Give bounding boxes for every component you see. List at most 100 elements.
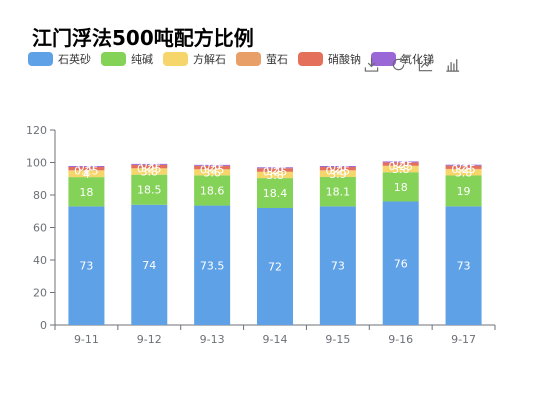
- bar-segment: [68, 177, 105, 207]
- legend-swatch: [163, 52, 188, 66]
- data-label: 0.25: [200, 163, 225, 176]
- data-label: 73.5: [200, 259, 225, 272]
- bar-segment: [68, 170, 105, 178]
- data-label: 3.8: [455, 166, 473, 179]
- x-tick-label: 9-12: [137, 333, 162, 346]
- bar-segment: [68, 206, 105, 325]
- legend-label: 方解石: [193, 53, 226, 66]
- data-label: 3.6: [203, 166, 221, 179]
- bar-segment: [194, 175, 231, 206]
- legend-label: 萤石: [266, 53, 288, 66]
- bar-segment: [68, 165, 105, 167]
- bar-segment: [257, 168, 293, 172]
- bar-segment: [319, 176, 356, 207]
- bar-segment: [319, 206, 356, 325]
- data-label: 72: [268, 261, 282, 274]
- y-tick-label: 120: [26, 124, 47, 137]
- x-tick-label: 9-17: [451, 333, 476, 346]
- legend-swatch: [236, 52, 261, 66]
- data-label: 0.25: [388, 160, 413, 173]
- data-label: 3.8: [392, 163, 410, 176]
- data-label: 0.25: [263, 166, 288, 179]
- data-label: 0.6: [392, 156, 410, 169]
- bar-segment: [319, 166, 356, 171]
- bar-segment: [194, 205, 231, 325]
- data-label: 2: [460, 161, 467, 174]
- data-label: 74: [142, 259, 156, 272]
- legend-label: 氧化锑: [401, 53, 434, 66]
- data-label: 0.6: [329, 160, 347, 173]
- legend: 石英砂 纯碱 方解石 萤石 硝酸钠 氧化锑: [28, 51, 434, 67]
- y-tick-label: 100: [26, 157, 47, 170]
- data-label: 73: [331, 260, 345, 273]
- save-as-image-icon[interactable]: [363, 56, 380, 73]
- bar-segment: [257, 167, 293, 169]
- data-label: 3.9: [329, 168, 347, 181]
- data-label: 0.6: [266, 162, 284, 175]
- legend-swatch: [298, 52, 323, 66]
- legend-item[interactable]: 石英砂: [28, 51, 91, 67]
- line-chart-icon[interactable]: [417, 56, 434, 73]
- bar-segment: [131, 174, 168, 205]
- bar-segment: [445, 164, 482, 166]
- legend-item[interactable]: 萤石: [236, 51, 288, 67]
- chart-title: 江门浮法500吨配方比例: [32, 26, 254, 50]
- bar-segment: [68, 166, 105, 171]
- bar-segment: [257, 171, 293, 179]
- data-label: 19: [457, 185, 471, 198]
- bar-segment: [131, 168, 168, 175]
- restore-icon[interactable]: [390, 56, 407, 73]
- bar-segment: [194, 165, 231, 170]
- y-tick-label: 20: [33, 287, 47, 300]
- x-tick-label: 9-11: [74, 333, 99, 346]
- bar-segment: [257, 208, 293, 325]
- x-tick-label: 9-14: [263, 333, 288, 346]
- data-label: 73: [457, 260, 471, 273]
- y-tick-label: 0: [40, 319, 47, 332]
- bar-segment: [382, 166, 419, 173]
- bar-segment: [445, 175, 482, 207]
- legend-label: 纯碱: [131, 53, 153, 66]
- bar-segment: [382, 201, 419, 325]
- data-label: 2: [146, 160, 153, 173]
- x-tick-label: 9-15: [325, 333, 350, 346]
- bar-segment: [319, 170, 356, 177]
- data-label: 73: [79, 260, 93, 273]
- data-label: 18.1: [326, 186, 351, 199]
- bar-segment: [382, 161, 419, 163]
- legend-swatch: [28, 52, 53, 66]
- data-label: 76: [394, 257, 408, 270]
- bar-segment: [445, 165, 482, 169]
- x-tick-label: 9-16: [388, 333, 413, 346]
- data-label: 18.5: [137, 184, 162, 197]
- bar-chart-icon[interactable]: [444, 56, 461, 73]
- data-label: 0.25: [326, 164, 351, 177]
- y-tick-label: 40: [33, 254, 47, 267]
- bar-segment: [131, 163, 168, 165]
- legend-swatch: [371, 52, 396, 66]
- legend-swatch: [101, 52, 126, 66]
- data-label: 18: [394, 181, 408, 194]
- data-label: 2: [209, 161, 216, 174]
- legend-item[interactable]: 方解石: [163, 51, 226, 67]
- data-label: 0.6: [203, 159, 221, 172]
- data-label: 0.6: [141, 158, 159, 171]
- legend-item[interactable]: 硝酸钠: [298, 51, 361, 67]
- data-label: 4: [83, 168, 90, 181]
- y-tick-label: 80: [33, 189, 47, 202]
- data-label: 2: [397, 158, 404, 171]
- legend-item[interactable]: 纯碱: [101, 51, 153, 67]
- legend-item[interactable]: 氧化锑: [371, 51, 434, 67]
- bar-segment: [382, 162, 419, 166]
- data-label: 0.25: [451, 163, 476, 176]
- bar-segment: [131, 164, 168, 169]
- y-tick-label: 60: [33, 222, 47, 235]
- data-label: 3.8: [266, 169, 284, 182]
- bar-segment: [382, 172, 419, 202]
- bar-segment: [319, 165, 356, 167]
- data-label: 0.25: [137, 162, 162, 175]
- bar-segment: [445, 169, 482, 176]
- legend-label: 石英砂: [58, 53, 91, 66]
- data-label: 2: [83, 163, 90, 176]
